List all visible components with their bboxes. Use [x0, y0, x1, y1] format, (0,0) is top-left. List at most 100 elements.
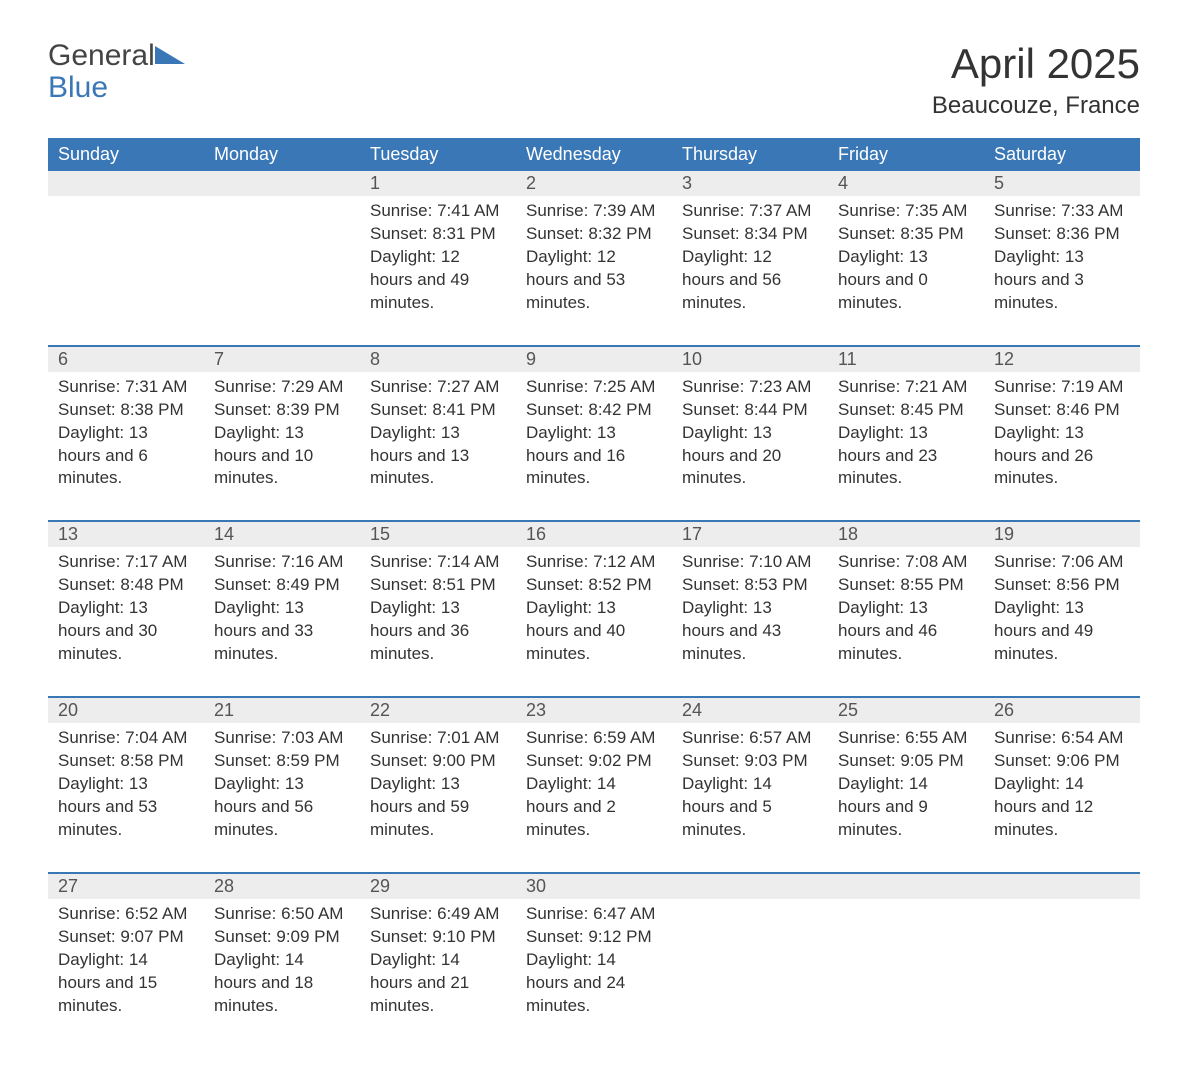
sunset-text: Sunset: 8:34 PM	[682, 223, 818, 246]
daylight-text: Daylight: 14 hours and 5 minutes.	[682, 773, 818, 842]
sunset-text: Sunset: 8:52 PM	[526, 574, 662, 597]
sunrise-text: Sunrise: 7:35 AM	[838, 200, 974, 223]
sunrise-text: Sunrise: 7:04 AM	[58, 727, 194, 750]
daylight-text: Daylight: 12 hours and 56 minutes.	[682, 246, 818, 315]
day-number: 6	[48, 347, 204, 372]
day-number: 22	[360, 698, 516, 723]
day-cell: Sunrise: 7:23 AMSunset: 8:44 PMDaylight:…	[672, 372, 828, 521]
daylight-text: Daylight: 12 hours and 53 minutes.	[526, 246, 662, 315]
day-cell: Sunrise: 7:10 AMSunset: 8:53 PMDaylight:…	[672, 547, 828, 696]
sunrise-text: Sunrise: 7:19 AM	[994, 376, 1130, 399]
sunrise-text: Sunrise: 7:21 AM	[838, 376, 974, 399]
day-cell: Sunrise: 7:17 AMSunset: 8:48 PMDaylight:…	[48, 547, 204, 696]
day-cell: Sunrise: 7:27 AMSunset: 8:41 PMDaylight:…	[360, 372, 516, 521]
sunrise-text: Sunrise: 7:23 AM	[682, 376, 818, 399]
sunrise-text: Sunrise: 6:55 AM	[838, 727, 974, 750]
sunrise-text: Sunrise: 7:27 AM	[370, 376, 506, 399]
day-cell: Sunrise: 6:57 AMSunset: 9:03 PMDaylight:…	[672, 723, 828, 872]
sunset-text: Sunset: 8:55 PM	[838, 574, 974, 597]
day-cell: Sunrise: 6:47 AMSunset: 9:12 PMDaylight:…	[516, 899, 672, 1048]
sunset-text: Sunset: 8:35 PM	[838, 223, 974, 246]
day-number	[672, 874, 828, 899]
day-cell: Sunrise: 7:04 AMSunset: 8:58 PMDaylight:…	[48, 723, 204, 872]
sunrise-text: Sunrise: 7:29 AM	[214, 376, 350, 399]
day-number-row: 27282930	[48, 874, 1140, 899]
day-number: 7	[204, 347, 360, 372]
day-cell: Sunrise: 7:01 AMSunset: 9:00 PMDaylight:…	[360, 723, 516, 872]
day-number: 21	[204, 698, 360, 723]
day-number: 16	[516, 522, 672, 547]
sunrise-text: Sunrise: 7:25 AM	[526, 376, 662, 399]
sunset-text: Sunset: 8:59 PM	[214, 750, 350, 773]
day-cell: Sunrise: 7:16 AMSunset: 8:49 PMDaylight:…	[204, 547, 360, 696]
day-cell: Sunrise: 7:06 AMSunset: 8:56 PMDaylight:…	[984, 547, 1140, 696]
sunset-text: Sunset: 9:09 PM	[214, 926, 350, 949]
sunset-text: Sunset: 9:03 PM	[682, 750, 818, 773]
location-subtitle: Beaucouze, France	[932, 92, 1140, 120]
day-cell	[48, 196, 204, 345]
day-number	[204, 171, 360, 196]
day-number	[828, 874, 984, 899]
day-number: 28	[204, 874, 360, 899]
day-cell: Sunrise: 7:35 AMSunset: 8:35 PMDaylight:…	[828, 196, 984, 345]
day-number: 2	[516, 171, 672, 196]
day-cell	[204, 196, 360, 345]
sunset-text: Sunset: 8:44 PM	[682, 399, 818, 422]
day-cell: Sunrise: 7:37 AMSunset: 8:34 PMDaylight:…	[672, 196, 828, 345]
day-cell	[984, 899, 1140, 1048]
daylight-text: Daylight: 13 hours and 0 minutes.	[838, 246, 974, 315]
sunrise-text: Sunrise: 7:33 AM	[994, 200, 1130, 223]
sunset-text: Sunset: 8:38 PM	[58, 399, 194, 422]
day-header-row: SundayMondayTuesdayWednesdayThursdayFrid…	[48, 138, 1140, 171]
sunrise-text: Sunrise: 7:08 AM	[838, 551, 974, 574]
day-number: 25	[828, 698, 984, 723]
daylight-text: Daylight: 12 hours and 49 minutes.	[370, 246, 506, 315]
sunset-text: Sunset: 8:41 PM	[370, 399, 506, 422]
day-number-row: 13141516171819	[48, 522, 1140, 547]
logo-word-blue: Blue	[48, 71, 108, 104]
day-cell	[672, 899, 828, 1048]
week-row: 20212223242526Sunrise: 7:04 AMSunset: 8:…	[48, 696, 1140, 872]
sunrise-text: Sunrise: 6:52 AM	[58, 903, 194, 926]
sunrise-text: Sunrise: 7:17 AM	[58, 551, 194, 574]
title-block: April 2025 Beaucouze, France	[932, 40, 1140, 120]
sunrise-text: Sunrise: 7:03 AM	[214, 727, 350, 750]
day-header-cell: Saturday	[984, 138, 1140, 171]
sunset-text: Sunset: 8:53 PM	[682, 574, 818, 597]
day-number: 20	[48, 698, 204, 723]
sunset-text: Sunset: 8:48 PM	[58, 574, 194, 597]
day-cell: Sunrise: 7:19 AMSunset: 8:46 PMDaylight:…	[984, 372, 1140, 521]
daylight-text: Daylight: 13 hours and 53 minutes.	[58, 773, 194, 842]
day-number: 10	[672, 347, 828, 372]
sunrise-text: Sunrise: 7:01 AM	[370, 727, 506, 750]
sunset-text: Sunset: 9:10 PM	[370, 926, 506, 949]
week-row: 6789101112Sunrise: 7:31 AMSunset: 8:38 P…	[48, 345, 1140, 521]
day-number: 17	[672, 522, 828, 547]
day-cell	[828, 899, 984, 1048]
day-header-cell: Sunday	[48, 138, 204, 171]
day-number: 14	[204, 522, 360, 547]
day-number: 24	[672, 698, 828, 723]
day-header-cell: Thursday	[672, 138, 828, 171]
day-cell: Sunrise: 6:59 AMSunset: 9:02 PMDaylight:…	[516, 723, 672, 872]
sunrise-text: Sunrise: 6:47 AM	[526, 903, 662, 926]
week-row: 13141516171819Sunrise: 7:17 AMSunset: 8:…	[48, 520, 1140, 696]
sunset-text: Sunset: 8:56 PM	[994, 574, 1130, 597]
sunset-text: Sunset: 9:02 PM	[526, 750, 662, 773]
sunrise-text: Sunrise: 7:39 AM	[526, 200, 662, 223]
day-number-row: 20212223242526	[48, 698, 1140, 723]
sunset-text: Sunset: 8:49 PM	[214, 574, 350, 597]
sunrise-text: Sunrise: 7:10 AM	[682, 551, 818, 574]
daylight-text: Daylight: 13 hours and 3 minutes.	[994, 246, 1130, 315]
daylight-text: Daylight: 13 hours and 26 minutes.	[994, 422, 1130, 491]
daylight-text: Daylight: 13 hours and 59 minutes.	[370, 773, 506, 842]
sunset-text: Sunset: 8:42 PM	[526, 399, 662, 422]
day-number	[984, 874, 1140, 899]
day-number: 11	[828, 347, 984, 372]
week-row: 12345Sunrise: 7:41 AMSunset: 8:31 PMDayl…	[48, 171, 1140, 345]
sunset-text: Sunset: 8:58 PM	[58, 750, 194, 773]
week-row: 27282930Sunrise: 6:52 AMSunset: 9:07 PMD…	[48, 872, 1140, 1048]
day-cell: Sunrise: 7:25 AMSunset: 8:42 PMDaylight:…	[516, 372, 672, 521]
sunset-text: Sunset: 8:36 PM	[994, 223, 1130, 246]
daylight-text: Daylight: 14 hours and 15 minutes.	[58, 949, 194, 1018]
